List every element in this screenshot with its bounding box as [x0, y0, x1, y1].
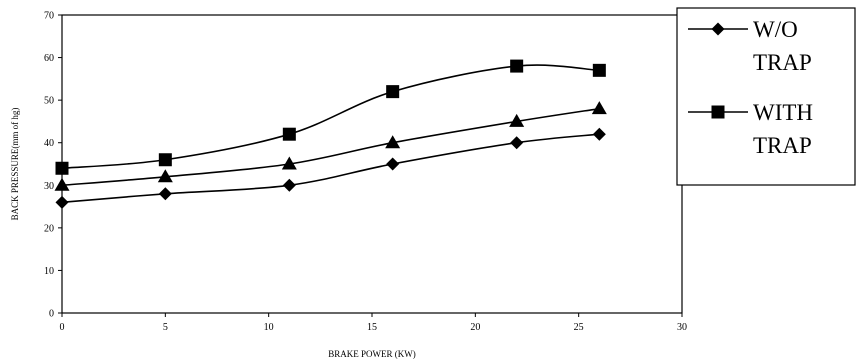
series-diamond: [55, 127, 606, 209]
legend-marker-square: [711, 105, 725, 119]
data-point-square: [510, 59, 524, 73]
data-point-diamond: [592, 127, 606, 141]
series-line-square: [61, 64, 600, 170]
legend-marker-diamond: [711, 22, 725, 36]
series-square: [55, 59, 606, 175]
x-axis: 0 5 10 15 20 25 30: [60, 313, 687, 333]
legend-label: TRAP: [753, 133, 812, 158]
legend-label: WITH: [753, 100, 813, 125]
x-tick-label: 5: [163, 322, 168, 333]
legend-entry-diamond: W/O TRAP: [688, 17, 812, 75]
data-point-triangle: [281, 156, 297, 170]
x-tick-label: 25: [574, 322, 584, 333]
data-point-square: [282, 127, 296, 141]
x-tick-label: 0: [60, 322, 65, 333]
data-point-triangle: [509, 113, 525, 127]
data-point-triangle: [54, 177, 70, 191]
data-point-triangle: [385, 135, 401, 149]
data-point-diamond: [282, 178, 296, 192]
legend-entry-square: WITH TRAP: [688, 100, 813, 158]
y-tick-label: 70: [44, 11, 54, 22]
legend-label: TRAP: [753, 50, 812, 75]
y-tick-label: 10: [44, 266, 54, 277]
data-point-square: [592, 63, 606, 77]
data-point-square: [55, 161, 69, 175]
y-axis: 0 10 20 30 40 50 60 70: [44, 11, 62, 320]
y-tick-label: 50: [44, 96, 54, 107]
data-point-diamond: [55, 195, 69, 209]
data-point-triangle: [157, 169, 173, 183]
data-point-diamond: [386, 157, 400, 171]
y-tick-label: 20: [44, 223, 54, 234]
x-tick-label: 15: [367, 322, 377, 333]
data-point-diamond: [158, 187, 172, 201]
x-tick-label: 30: [677, 322, 687, 333]
plot-area: [61, 14, 683, 314]
y-axis-title: BACK PRESSURE(mm of hg): [10, 108, 20, 221]
data-point-triangle: [591, 101, 607, 115]
legend-label: W/O: [753, 17, 798, 42]
y-tick-label: 40: [44, 138, 54, 149]
y-tick-label: 30: [44, 181, 54, 192]
x-tick-label: 10: [264, 322, 274, 333]
plot-border: [61, 14, 683, 314]
series-triangle: [54, 101, 607, 191]
series-layer: [54, 59, 607, 209]
x-tick-label: 20: [470, 322, 480, 333]
y-tick-label: 60: [44, 53, 54, 64]
legend-box: [676, 7, 856, 186]
data-point-diamond: [510, 136, 524, 150]
data-point-square: [386, 85, 400, 99]
y-tick-label: 0: [49, 309, 54, 320]
data-point-square: [158, 153, 172, 167]
legend: W/O TRAP WITH TRAP: [676, 7, 856, 186]
x-axis-title: BRAKE POWER (KW): [328, 349, 416, 359]
